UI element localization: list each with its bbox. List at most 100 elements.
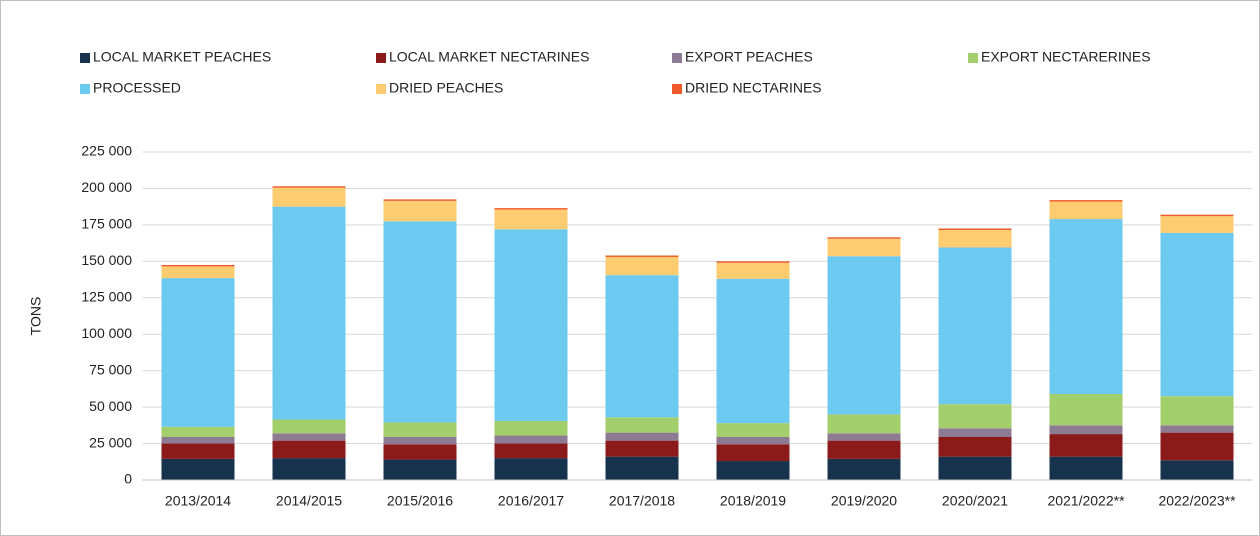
bar-segment xyxy=(1049,456,1123,480)
bar-segment xyxy=(161,264,235,267)
legend-swatch xyxy=(672,53,682,63)
bar-segment xyxy=(827,414,901,434)
bar-segment xyxy=(1160,460,1234,480)
bar-segment xyxy=(938,229,1012,248)
bar-segment xyxy=(716,436,790,445)
y-tick-label: 100 000 xyxy=(81,325,132,341)
x-tick-label: 2016/2017 xyxy=(498,493,564,509)
y-axis-title: TONS xyxy=(28,297,44,336)
bar-segment xyxy=(827,256,901,415)
bar-segment xyxy=(272,419,346,434)
legend-label: EXPORT NECTARERINES xyxy=(981,49,1151,65)
x-tick-label: 2021/2022** xyxy=(1047,493,1125,509)
legend-swatch xyxy=(376,84,386,94)
bar-segment xyxy=(605,255,679,257)
bar-segment xyxy=(716,262,790,279)
y-tick-label: 125 000 xyxy=(81,288,132,304)
bar-segment xyxy=(383,199,457,201)
legend-swatch xyxy=(968,53,978,63)
bar-segment xyxy=(494,458,568,480)
bar-segment xyxy=(605,432,679,441)
bar-segment xyxy=(383,200,457,222)
bar-segment xyxy=(716,261,790,263)
bar-segment xyxy=(494,420,568,436)
bar-segment xyxy=(605,456,679,480)
legend-swatch xyxy=(376,53,386,63)
legend-label: DRIED PEACHES xyxy=(389,80,503,96)
bar-segment xyxy=(272,433,346,441)
bar-segment xyxy=(494,209,568,230)
x-tick-label: 2019/2020 xyxy=(831,493,897,509)
bar-segment xyxy=(383,459,457,480)
bar-segment xyxy=(1049,425,1123,435)
legend-label: PROCESSED xyxy=(93,80,181,96)
legend-swatch xyxy=(80,53,90,63)
bar-segment xyxy=(827,433,901,441)
bar-segment xyxy=(605,440,679,457)
bar-segment xyxy=(1160,396,1234,426)
bar-segment xyxy=(938,228,1012,230)
legend-swatch xyxy=(80,84,90,94)
x-tick-label: 2014/2015 xyxy=(276,493,342,509)
bar-segment xyxy=(1049,201,1123,220)
bar-segment xyxy=(1049,434,1123,457)
bar-segment xyxy=(827,238,901,257)
bar-segment xyxy=(383,221,457,423)
bar-segment xyxy=(272,458,346,480)
bar-segment xyxy=(1049,200,1123,202)
x-tick-label: 2020/2021 xyxy=(942,493,1008,509)
bar-segment xyxy=(161,426,235,437)
y-tick-label: 25 000 xyxy=(89,434,132,450)
x-tick-label: 2018/2019 xyxy=(720,493,786,509)
bar-segment xyxy=(494,208,568,210)
legend-label: LOCAL MARKET PEACHES xyxy=(93,49,271,65)
bar-segment xyxy=(272,440,346,459)
bar-segment xyxy=(161,266,235,279)
x-tick-label: 2013/2014 xyxy=(165,493,231,509)
bar-segment xyxy=(383,422,457,437)
bar-segment xyxy=(716,461,790,480)
bar-segment xyxy=(1160,216,1234,233)
bar-segment xyxy=(272,186,346,188)
bar-segment xyxy=(1160,214,1234,217)
bar-segment xyxy=(938,247,1012,405)
legend-label: EXPORT PEACHES xyxy=(685,49,813,65)
bar-segment xyxy=(161,458,235,480)
legend-swatch xyxy=(672,84,682,94)
bar-segment xyxy=(827,237,901,239)
bar-segment xyxy=(605,417,679,433)
bar-segment xyxy=(494,435,568,444)
bar-segment xyxy=(716,444,790,462)
bar-segment xyxy=(1160,425,1234,433)
y-tick-label: 200 000 xyxy=(81,179,132,195)
legend-label: LOCAL MARKET NECTARINES xyxy=(389,49,589,65)
bar-segment xyxy=(938,456,1012,480)
bar-segment xyxy=(1049,219,1123,394)
y-tick-label: 50 000 xyxy=(89,398,132,414)
bar-segment xyxy=(161,436,235,444)
bar-segment xyxy=(161,443,235,459)
x-tick-label: 2015/2016 xyxy=(387,493,453,509)
bar-segment xyxy=(716,423,790,437)
bar-segment xyxy=(938,428,1012,437)
bar-segment xyxy=(494,443,568,459)
x-tick-label: 2017/2018 xyxy=(609,493,675,509)
y-tick-label: 175 000 xyxy=(81,216,132,232)
bar-segment xyxy=(161,278,235,427)
bar-segment xyxy=(605,256,679,276)
bar-segment xyxy=(827,440,901,459)
bar-segment xyxy=(1160,432,1234,461)
bar-segment xyxy=(272,187,346,207)
bar-segment xyxy=(605,275,679,418)
bar-segment xyxy=(1049,393,1123,426)
bar-segment xyxy=(827,458,901,480)
bar-segment xyxy=(938,436,1012,457)
bar-segment xyxy=(938,404,1012,429)
y-tick-label: 150 000 xyxy=(81,252,132,268)
bar-segment xyxy=(494,229,568,421)
bar-segment xyxy=(272,206,346,420)
bar-segment xyxy=(383,436,457,445)
bar-segment xyxy=(1160,232,1234,397)
y-tick-label: 225 000 xyxy=(81,143,132,159)
